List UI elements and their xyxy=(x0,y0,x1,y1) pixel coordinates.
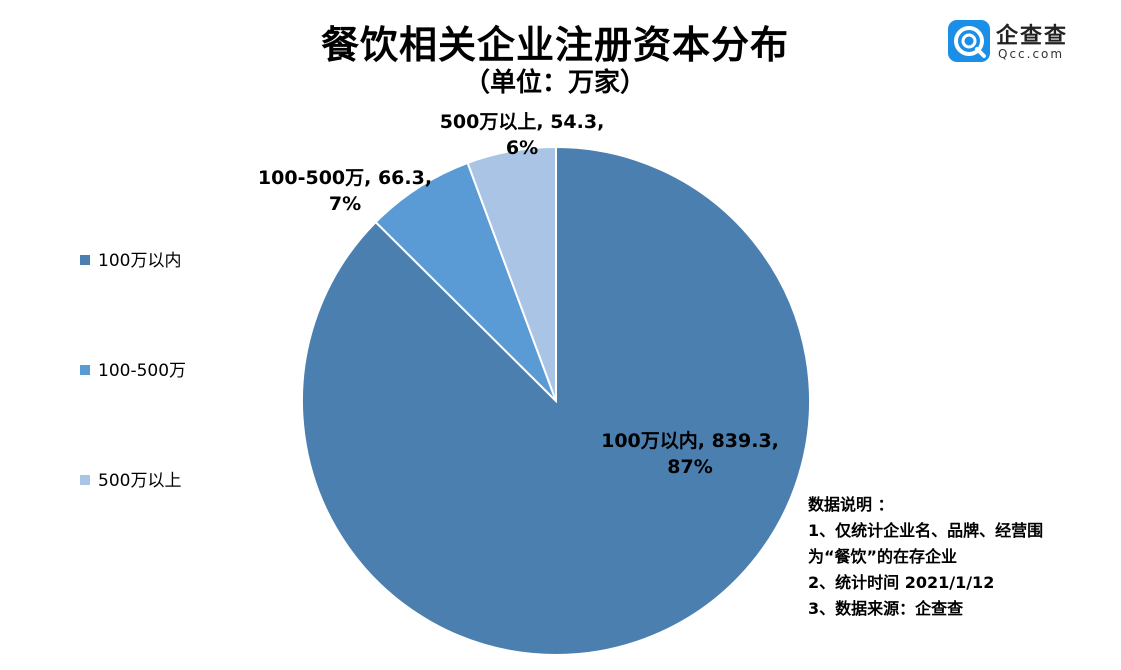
pie-slice xyxy=(374,161,557,402)
data-note: 数据说明 ： 1、仅统计企业名、品牌、经营围 为“餐饮”的在存企业 2、统计时间… xyxy=(808,492,1043,622)
data-label: 100万以内, 839.3, 87% xyxy=(601,429,779,478)
legend-item: 500万以上 xyxy=(80,466,181,491)
logo-name-en: Qcc.com xyxy=(998,47,1065,61)
legend-label: 100万以内 xyxy=(98,251,182,271)
qcc-logo-icon xyxy=(948,20,990,62)
qcc-logo: 企查查 Qcc.com xyxy=(948,20,1088,64)
note-line: 2、统计时间 2021/1/12 xyxy=(808,573,995,592)
data-label: 100-500万, 66.3, 7% xyxy=(258,167,432,215)
data-labels: 100万以内, 839.3, 87% 100-500万, 66.3, 7% 500万以上… xyxy=(258,111,779,478)
legend-item: 100万以内 xyxy=(80,246,181,271)
pie-slices xyxy=(301,145,811,656)
legend-label: 100-500万 xyxy=(98,361,187,381)
note-line: 为“餐饮”的在存企业 xyxy=(808,547,958,566)
data-label-line: 100-500万, 66.3, xyxy=(258,167,432,189)
note-line: 3、数据来源：企查查 xyxy=(808,599,964,618)
legend-swatch xyxy=(80,475,90,485)
data-label-line: 100万以内, 839.3, xyxy=(601,429,779,452)
data-label-line: 7% xyxy=(329,193,361,215)
legend-swatch xyxy=(80,255,90,265)
data-label-line: 500万以上, 54.3, xyxy=(440,111,605,133)
legend-item: 100-500万 xyxy=(80,356,186,381)
data-label-line: 6% xyxy=(506,137,538,159)
legend-swatch xyxy=(80,365,90,375)
pie-slice xyxy=(466,145,557,402)
chart-title: 餐饮相关企业注册资本分布 xyxy=(320,23,789,67)
legend-label: 500万以上 xyxy=(98,471,182,491)
logo-name-cn: 企查查 xyxy=(996,24,1069,49)
note-line: 1、仅统计企业名、品牌、经营围 xyxy=(808,521,1044,540)
chart-subtitle: （单位：万家） xyxy=(463,68,646,98)
data-label: 500万以上, 54.3, 6% xyxy=(440,111,605,159)
note-line: 数据说明 ： xyxy=(808,495,894,514)
data-label-line: 87% xyxy=(667,456,712,478)
pie-slice xyxy=(301,145,811,656)
